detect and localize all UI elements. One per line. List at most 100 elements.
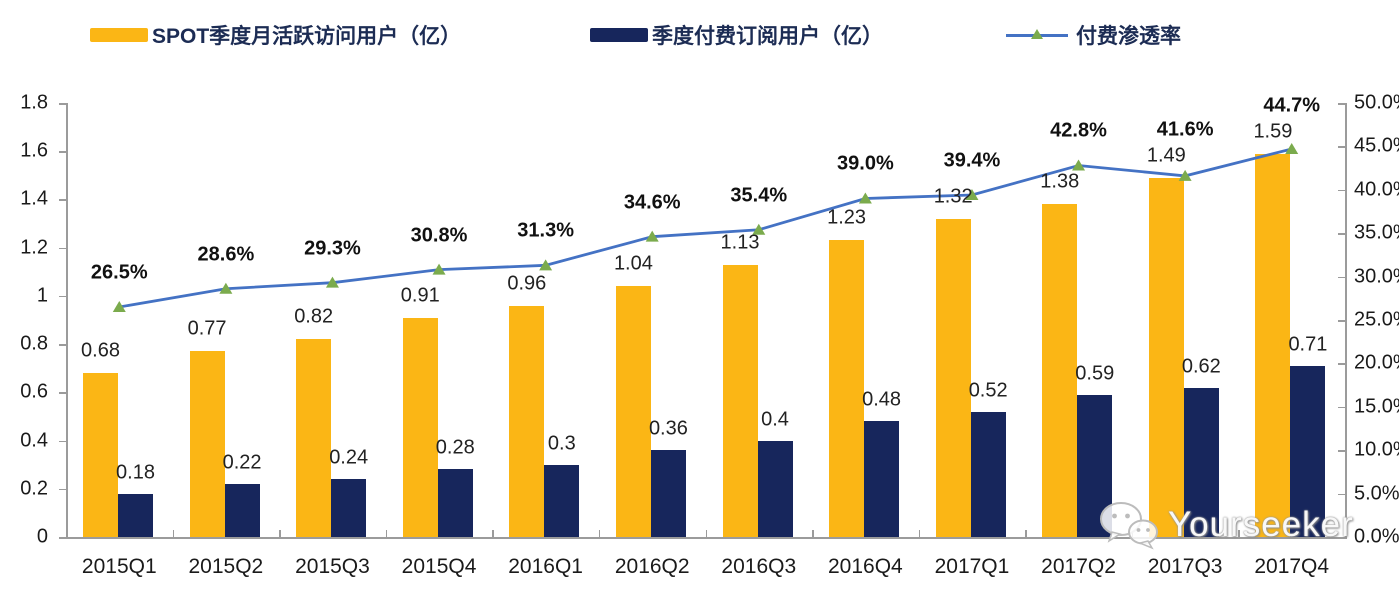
right-axis-tick-label: 45.0% <box>1354 134 1399 157</box>
sub-value-label: 0.52 <box>968 379 1008 402</box>
mau-legend-swatch <box>90 28 148 42</box>
y-right-tick <box>1338 363 1345 365</box>
right-axis-tick-label: 30.0% <box>1354 265 1399 288</box>
y-right-tick <box>1338 233 1345 235</box>
y-axis-right-line <box>1345 103 1347 537</box>
mau-value-label: 0.77 <box>187 317 227 340</box>
x-axis-label: 2015Q2 <box>188 555 264 578</box>
x-axis-label: 2016Q4 <box>828 555 903 578</box>
x-boundary-tick <box>385 530 388 537</box>
x-axis-label: 2017Q2 <box>1041 555 1116 578</box>
x-boundary-tick <box>66 530 68 537</box>
y-right-tick <box>1338 276 1345 279</box>
x-axis-label: 2015Q4 <box>401 555 477 578</box>
left-axis-tick-label: 1.4 <box>20 187 48 210</box>
mau-bar <box>829 240 865 537</box>
y-right-tick <box>1338 450 1345 452</box>
y-left-tick <box>59 537 66 539</box>
right-axis-tick-label: 0.0% <box>1354 525 1399 548</box>
subscribers-legend-label: 季度付费订阅用户（亿） <box>652 25 883 48</box>
sub-bar <box>1183 387 1219 537</box>
mau-bar <box>722 264 758 537</box>
sub-value-label: 0.24 <box>329 446 369 469</box>
mau-bar <box>1255 153 1291 537</box>
mau-bar <box>935 218 971 537</box>
sub-value-label: 0.18 <box>116 461 155 484</box>
y-left-tick <box>59 103 66 105</box>
triangle-marker <box>325 276 339 288</box>
left-axis-tick-label: 0.2 <box>20 477 48 500</box>
x-boundary-tick <box>598 530 601 537</box>
sub-value-label: 0.71 <box>1288 333 1328 356</box>
x-boundary-tick <box>492 530 494 537</box>
triangle-marker-icon <box>1031 29 1043 39</box>
mau-bar <box>1148 177 1184 537</box>
watermark-text: Yourseeker <box>1168 505 1354 544</box>
penetration-label: 26.5% <box>90 261 148 284</box>
triangle-marker <box>645 230 659 242</box>
sub-bar <box>224 483 260 537</box>
sub-bar <box>650 450 686 537</box>
x-axis-label: 2015Q3 <box>295 555 370 578</box>
sub-bar <box>437 469 473 537</box>
x-axis-label: 2016Q1 <box>508 555 583 578</box>
right-axis-tick-label: 50.0% <box>1354 91 1399 114</box>
mau-value-label: 1.23 <box>827 206 867 229</box>
x-axis-label: 2017Q4 <box>1254 555 1330 578</box>
left-axis-tick-label: 1 <box>36 284 48 307</box>
watermark: Yourseeker <box>1098 500 1354 550</box>
mau-bar <box>1042 204 1078 537</box>
mau-bar <box>402 317 438 537</box>
y-left-tick <box>59 247 66 250</box>
penetration-label: 29.3% <box>304 237 361 260</box>
left-axis-tick-label: 0.6 <box>20 380 48 403</box>
mau-value-label: 0.82 <box>294 305 334 328</box>
penetration-label: 28.6% <box>197 243 255 266</box>
y-left-tick <box>59 440 66 443</box>
legend-item-penetration: 付费渗透率 <box>1006 20 1181 50</box>
subscribers-legend-swatch <box>590 28 648 42</box>
left-axis-tick-label: 1.6 <box>20 139 48 162</box>
right-axis-tick-label: 40.0% <box>1354 178 1399 201</box>
x-axis-label: 2016Q3 <box>721 555 797 578</box>
sub-bar <box>864 421 900 537</box>
mau-value-label: 1.13 <box>720 231 760 254</box>
sub-value-label: 0.59 <box>1075 362 1115 385</box>
x-boundary-tick <box>918 530 921 537</box>
x-axis-label: 2017Q1 <box>934 555 1010 578</box>
x-boundary-tick <box>1025 530 1027 537</box>
y-left-tick <box>59 295 66 298</box>
mau-bar <box>83 373 118 537</box>
mau-value-label: 0.91 <box>400 284 440 307</box>
triangle-marker <box>432 263 446 275</box>
legend-item-subscribers: 季度付费订阅用户（亿） <box>590 20 883 50</box>
penetration-label: 30.8% <box>410 224 468 247</box>
sub-value-label: 0.3 <box>547 432 576 455</box>
penetration-label: 35.4% <box>730 184 788 207</box>
mau-value-label: 1.38 <box>1040 170 1080 193</box>
sub-bar <box>970 411 1006 537</box>
y-right-tick <box>1338 189 1345 192</box>
penetration-label: 39.0% <box>837 152 894 175</box>
x-boundary-tick <box>812 530 814 537</box>
sub-bar <box>1290 365 1326 537</box>
mau-value-label: 1.32 <box>933 185 973 208</box>
y-left-tick <box>59 344 66 346</box>
left-axis-tick-label: 0.8 <box>20 332 48 355</box>
mau-value-label: 0.68 <box>81 339 120 362</box>
mau-legend-label: SPOT季度月活跃访问用户（亿） <box>152 25 462 48</box>
triangle-marker <box>1072 159 1086 171</box>
right-axis-tick-label: 20.0% <box>1354 351 1399 374</box>
sub-value-label: 0.4 <box>761 408 789 431</box>
y-right-tick <box>1338 537 1345 539</box>
y-right-tick <box>1338 493 1345 496</box>
mau-value-label: 0.96 <box>507 272 547 295</box>
sub-bar <box>331 479 367 537</box>
y-left-tick <box>59 151 66 153</box>
triangle-marker <box>858 192 872 204</box>
left-axis-tick-label: 1.8 <box>20 91 48 114</box>
sub-bar <box>118 493 153 537</box>
y-right-tick <box>1338 103 1345 105</box>
y-right-tick <box>1338 320 1345 322</box>
y-right-tick <box>1338 146 1345 148</box>
